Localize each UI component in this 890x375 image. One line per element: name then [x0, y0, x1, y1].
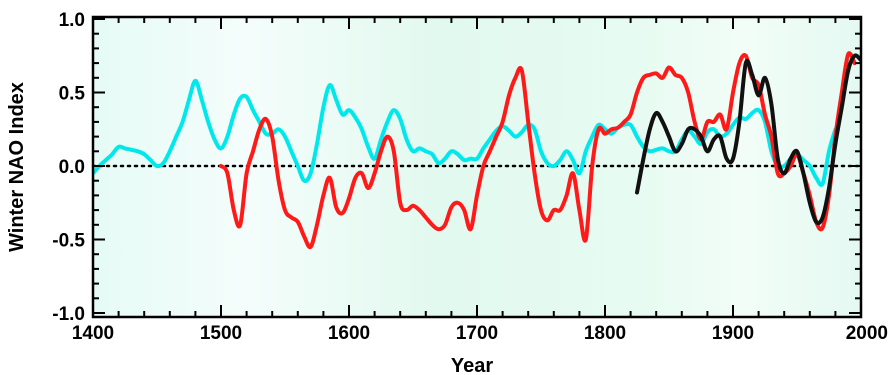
x-tick-label: 1500 [200, 323, 242, 344]
x-tick-label: 2000 [846, 323, 888, 344]
y-tick-label: -1.0 [52, 304, 85, 325]
x-tick-label: 1600 [328, 323, 370, 344]
y-tick-label: 0.5 [59, 84, 86, 105]
y-tick-label: 0.0 [59, 157, 85, 178]
y-tick-label: -0.5 [52, 231, 85, 252]
x-axis-title: Year [451, 355, 493, 375]
x-tick-label: 1900 [712, 323, 754, 344]
y-tick-label: 1.0 [59, 10, 85, 31]
ticks-layer [92, 17, 862, 317]
x-tick-label: 1400 [72, 323, 114, 344]
series-line-cyan [93, 78, 838, 187]
tick-labels-layer: 1400 1500 1600 1700 1800 1900 2000 -1.0 -0.5 0.0 0… [52, 10, 888, 344]
y-axis-title: Winter NAO Index [6, 82, 28, 252]
series-layer [93, 51, 861, 250]
series-line-black [635, 53, 861, 226]
x-tick-label: 1800 [584, 323, 626, 344]
x-tick-label: 1700 [456, 323, 498, 344]
